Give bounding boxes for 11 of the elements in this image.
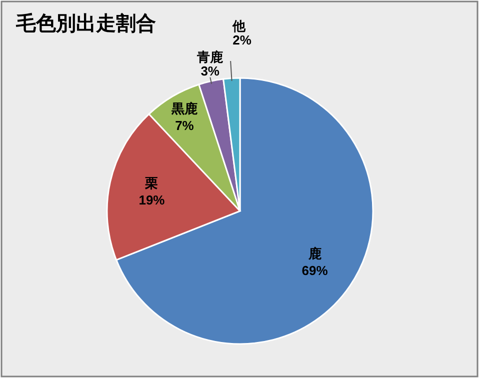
data-label: 7%	[175, 118, 194, 134]
data-label: 19%	[138, 192, 166, 208]
slice-label: 青鹿	[196, 49, 224, 64]
chart-title: 毛色別出走割合	[15, 12, 156, 35]
slice-label: 栗	[144, 175, 158, 190]
slice-label: 他	[232, 18, 247, 34]
slice-label: 鹿	[307, 246, 322, 261]
data-label: 69%	[302, 262, 328, 278]
slice-label: 黒鹿	[170, 101, 198, 116]
data-label: 2%	[232, 32, 252, 48]
data-label: 3%	[200, 63, 220, 78]
